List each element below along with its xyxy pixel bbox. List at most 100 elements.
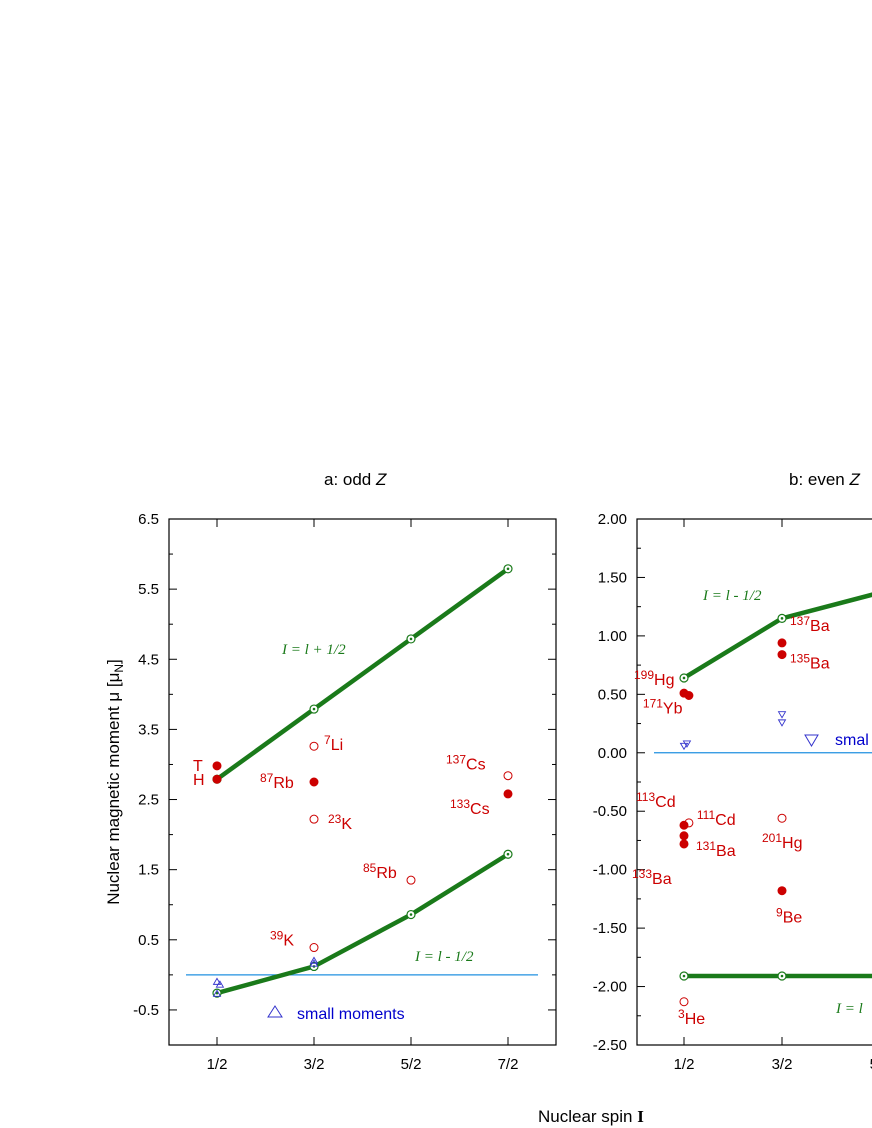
- legend-label: smal: [835, 732, 869, 749]
- small-moment-point: [777, 719, 787, 727]
- point-label: 133Ba: [632, 867, 672, 888]
- schmidt-marker-dot: [780, 617, 784, 620]
- point-label: H: [193, 772, 205, 789]
- data-point: [309, 943, 319, 953]
- data-point: [309, 777, 319, 787]
- data-point: [212, 774, 222, 784]
- legend-label: small moments: [297, 1006, 405, 1023]
- point-label: 39K: [270, 929, 294, 950]
- point-label: 85Rb: [363, 861, 397, 882]
- y-tick-label: 6.5: [138, 511, 159, 528]
- point-label: 135Ba: [790, 652, 830, 673]
- y-tick-label: 1.00: [598, 628, 627, 645]
- data-point: [679, 820, 689, 830]
- legend-triangle: [267, 1005, 283, 1018]
- y-tick-label: 2.5: [138, 792, 159, 809]
- data-point: [679, 831, 689, 841]
- y-tick-label: -2.50: [593, 1037, 627, 1054]
- data-point: [309, 741, 319, 751]
- schmidt-marker-dot: [780, 974, 784, 978]
- point-label: 171Yb: [643, 697, 683, 718]
- point-label: 3He: [678, 1007, 705, 1028]
- small-moment-point: [679, 742, 689, 751]
- data-point: [406, 875, 416, 885]
- x-tick-label: 1/2: [207, 1056, 228, 1073]
- schmidt-marker-dot: [409, 637, 413, 641]
- schmidt-line: [216, 852, 510, 996]
- data-point: [503, 771, 513, 781]
- x-tick-label: 3/2: [304, 1056, 325, 1073]
- y-tick-label: 3.5: [138, 721, 159, 738]
- data-point: [503, 789, 513, 799]
- data-point: [679, 997, 689, 1007]
- point-label: 199Hg: [634, 668, 674, 689]
- curve-label: I = l: [835, 1001, 863, 1017]
- point-label: 87Rb: [260, 771, 294, 792]
- point-label: T: [193, 758, 203, 775]
- data-point: [777, 813, 787, 823]
- y-tick-label: -2.00: [593, 979, 627, 996]
- small-moment-point: [215, 980, 225, 988]
- schmidt-line: [682, 592, 872, 680]
- y-axis-label: Nuclear magnetic moment μ [μN]: [104, 659, 126, 905]
- y-tick-label: 4.5: [138, 651, 159, 668]
- y-tick-label: 0.5: [138, 932, 159, 949]
- schmidt-marker-dot: [215, 991, 219, 995]
- schmidt-marker-dot: [682, 676, 686, 680]
- point-label: 111Cd: [697, 808, 736, 829]
- x-tick-label: 5/2: [870, 1056, 872, 1073]
- x-tick-label: 7/2: [498, 1056, 519, 1073]
- small-moment-point: [682, 740, 692, 748]
- schmidt-marker-dot: [506, 852, 510, 856]
- schmidt-marker-dot: [506, 567, 510, 571]
- panel-a-plot: 6.5 5.5 4.5 3.5 2.5 1.5 0.5 -0.5 1/2 3/2 5/2 7/2 I =…: [133, 511, 556, 1073]
- point-label: 113Cd: [636, 790, 676, 811]
- point-label: 133Cs: [450, 797, 490, 818]
- y-tick-label: -1.50: [593, 920, 627, 937]
- small-moment-point: [212, 977, 222, 985]
- panel-b-title: b: even Z: [789, 470, 861, 489]
- y-tick-label: 0.50: [598, 686, 627, 703]
- point-label: 137Cs: [446, 753, 486, 774]
- data-point: [679, 839, 689, 849]
- point-label: 201Hg: [762, 831, 802, 852]
- small-moment-point: [777, 711, 787, 719]
- y-tick-label: -0.50: [593, 803, 627, 820]
- y-tick-label: 0.00: [598, 745, 627, 762]
- data-point: [309, 814, 319, 824]
- panel-b-plot: 2.00 1.50 1.00 0.50 0.00 -0.50 -1.00 -1.50 -2.00…: [593, 511, 872, 1073]
- x-tick-label: 1/2: [674, 1056, 695, 1073]
- point-label: 23K: [328, 812, 352, 833]
- curve-label: I = l + 1/2: [281, 642, 346, 658]
- schmidt-marker-dot: [682, 974, 686, 978]
- data-point: [777, 638, 787, 648]
- legend-triangle: [804, 734, 819, 747]
- x-tick-label: 3/2: [772, 1056, 793, 1073]
- y-tick-label: 1.50: [598, 569, 627, 586]
- panel-a-frame: [168, 518, 557, 1046]
- curve-label: I = l - 1/2: [414, 949, 474, 965]
- schmidt-marker-dot: [409, 913, 413, 916]
- y-tick-label: -0.5: [133, 1002, 159, 1019]
- curve-label: I = l - 1/2: [702, 588, 762, 604]
- y-tick-label: 5.5: [138, 581, 159, 598]
- data-point: [777, 886, 787, 896]
- y-tick-label: -1.00: [593, 862, 627, 879]
- schmidt-line: [215, 566, 510, 782]
- data-point: [212, 761, 222, 771]
- small-moment-point: [212, 989, 222, 997]
- data-point: [777, 650, 787, 660]
- point-label: 131Ba: [696, 839, 736, 860]
- data-point: [684, 691, 694, 701]
- panel-a-title: a: odd Z: [324, 470, 387, 489]
- schmidt-marker-dot: [312, 707, 316, 711]
- y-tick-label: 2.00: [598, 511, 627, 528]
- x-axis-label: Nuclear spin I: [538, 1107, 644, 1126]
- point-label: 9Be: [776, 906, 802, 927]
- small-moment-point: [309, 959, 319, 967]
- x-tick-label: 5/2: [401, 1056, 422, 1073]
- small-moment-point: [309, 956, 319, 964]
- point-label: 7Li: [324, 733, 343, 754]
- y-tick-label: 1.5: [138, 862, 159, 879]
